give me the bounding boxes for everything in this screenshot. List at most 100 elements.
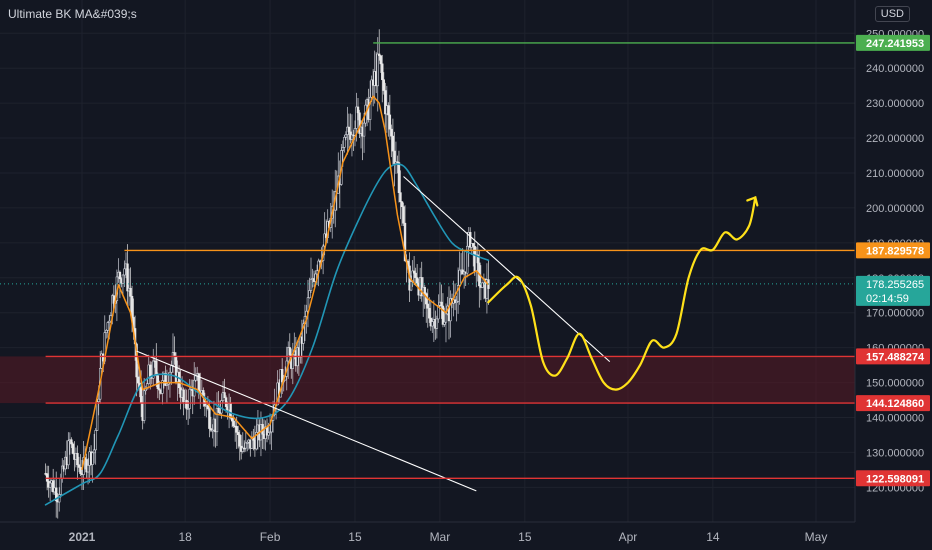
candle-body	[86, 465, 90, 473]
candle-body	[302, 323, 305, 344]
candle-body	[279, 369, 282, 398]
candle-body	[309, 278, 313, 291]
y-tick-label: 220.000000	[866, 133, 924, 145]
candle-body	[426, 303, 429, 309]
candle-body	[387, 105, 390, 116]
candle-body	[449, 298, 452, 322]
candle-body	[485, 279, 489, 299]
candle-body	[399, 192, 402, 203]
candle-body	[91, 452, 94, 465]
candle-body	[415, 277, 419, 284]
candle-body	[105, 330, 108, 334]
x-tick-label: 15	[348, 530, 362, 544]
candle-body	[59, 478, 62, 495]
candle-body	[45, 473, 49, 482]
candle-body	[136, 376, 140, 384]
candle-body	[428, 307, 431, 319]
y-tick-label: 240.000000	[866, 63, 924, 75]
ath-label: 247.241953	[866, 38, 924, 50]
candle-body	[358, 112, 361, 134]
candle-body	[455, 301, 458, 303]
last-price-box	[856, 275, 930, 306]
candle-body	[458, 269, 461, 286]
candle-body	[235, 426, 238, 433]
candle-body	[51, 480, 55, 493]
candle-body	[409, 281, 413, 291]
candle-body	[208, 408, 211, 429]
candle-body	[393, 150, 396, 164]
candle-body	[376, 53, 379, 87]
candle-body	[431, 321, 434, 327]
support-zone	[0, 356, 855, 404]
projection-arrowhead	[746, 195, 759, 207]
y-tick-label: 210.000000	[866, 168, 924, 180]
resistance-label: 187.829578	[866, 245, 924, 257]
projection-path	[487, 196, 757, 391]
candle-body	[268, 431, 272, 434]
candle-body	[250, 436, 254, 449]
candle-body	[435, 318, 439, 329]
candle-body	[152, 360, 155, 379]
candle-body	[412, 270, 416, 274]
candle-body	[106, 322, 109, 331]
zone-top-label: 157.488274	[866, 351, 925, 363]
candle-body	[400, 201, 404, 207]
candle-body	[397, 162, 401, 193]
candle-body	[308, 290, 311, 299]
ma-fast-line	[81, 95, 489, 471]
candle-body	[209, 428, 213, 431]
countdown-label: 02:14:59	[866, 293, 909, 305]
candle-body	[241, 447, 244, 452]
candle-body	[112, 295, 116, 304]
candle-body	[48, 482, 52, 488]
y-tick-label: 170.000000	[866, 308, 924, 320]
candle-body	[288, 347, 291, 356]
candle-body	[194, 375, 197, 381]
candle-body	[403, 222, 407, 262]
candle-body	[71, 443, 75, 454]
candle-body	[182, 389, 185, 402]
candle-body	[465, 245, 469, 274]
candle-body	[390, 128, 393, 137]
candle-body	[347, 126, 351, 133]
candle-body	[246, 442, 249, 444]
candle-body	[423, 287, 426, 294]
y-tick-label: 140.000000	[866, 413, 924, 425]
candle-body	[382, 79, 385, 91]
candle-body	[370, 79, 373, 98]
trendline-2	[403, 176, 611, 363]
zone-bottom-label: 144.124860	[866, 398, 924, 410]
candle-body	[55, 487, 58, 502]
candle-body	[188, 388, 191, 409]
candle-body	[267, 432, 270, 436]
currency-button[interactable]: USD	[874, 6, 910, 22]
candle-body	[402, 206, 405, 224]
candle-body	[156, 375, 160, 389]
candle-body	[341, 147, 345, 151]
y-tick-label: 200.000000	[866, 203, 924, 215]
candle-body	[355, 106, 358, 129]
candle-body	[177, 371, 181, 389]
candle-body	[171, 352, 175, 366]
candle-body	[139, 387, 143, 404]
candle-body	[381, 63, 384, 81]
x-tick-label: Apr	[619, 530, 638, 544]
candle-body	[456, 285, 460, 302]
candle-body	[185, 399, 188, 410]
candle-body	[165, 383, 169, 386]
candle-body	[130, 295, 134, 318]
candle-body	[95, 401, 99, 431]
candle-body	[476, 254, 480, 264]
candle-body	[388, 114, 392, 130]
candle-body	[440, 301, 443, 307]
candle-body	[58, 494, 61, 503]
candle-body	[97, 398, 100, 402]
candle-body	[206, 405, 210, 409]
candle-body	[164, 373, 167, 386]
candle-body	[129, 287, 132, 297]
candle-body	[168, 371, 172, 384]
candle-body	[92, 449, 96, 454]
x-tick-label: Mar	[430, 530, 451, 544]
candle-body	[121, 274, 125, 284]
